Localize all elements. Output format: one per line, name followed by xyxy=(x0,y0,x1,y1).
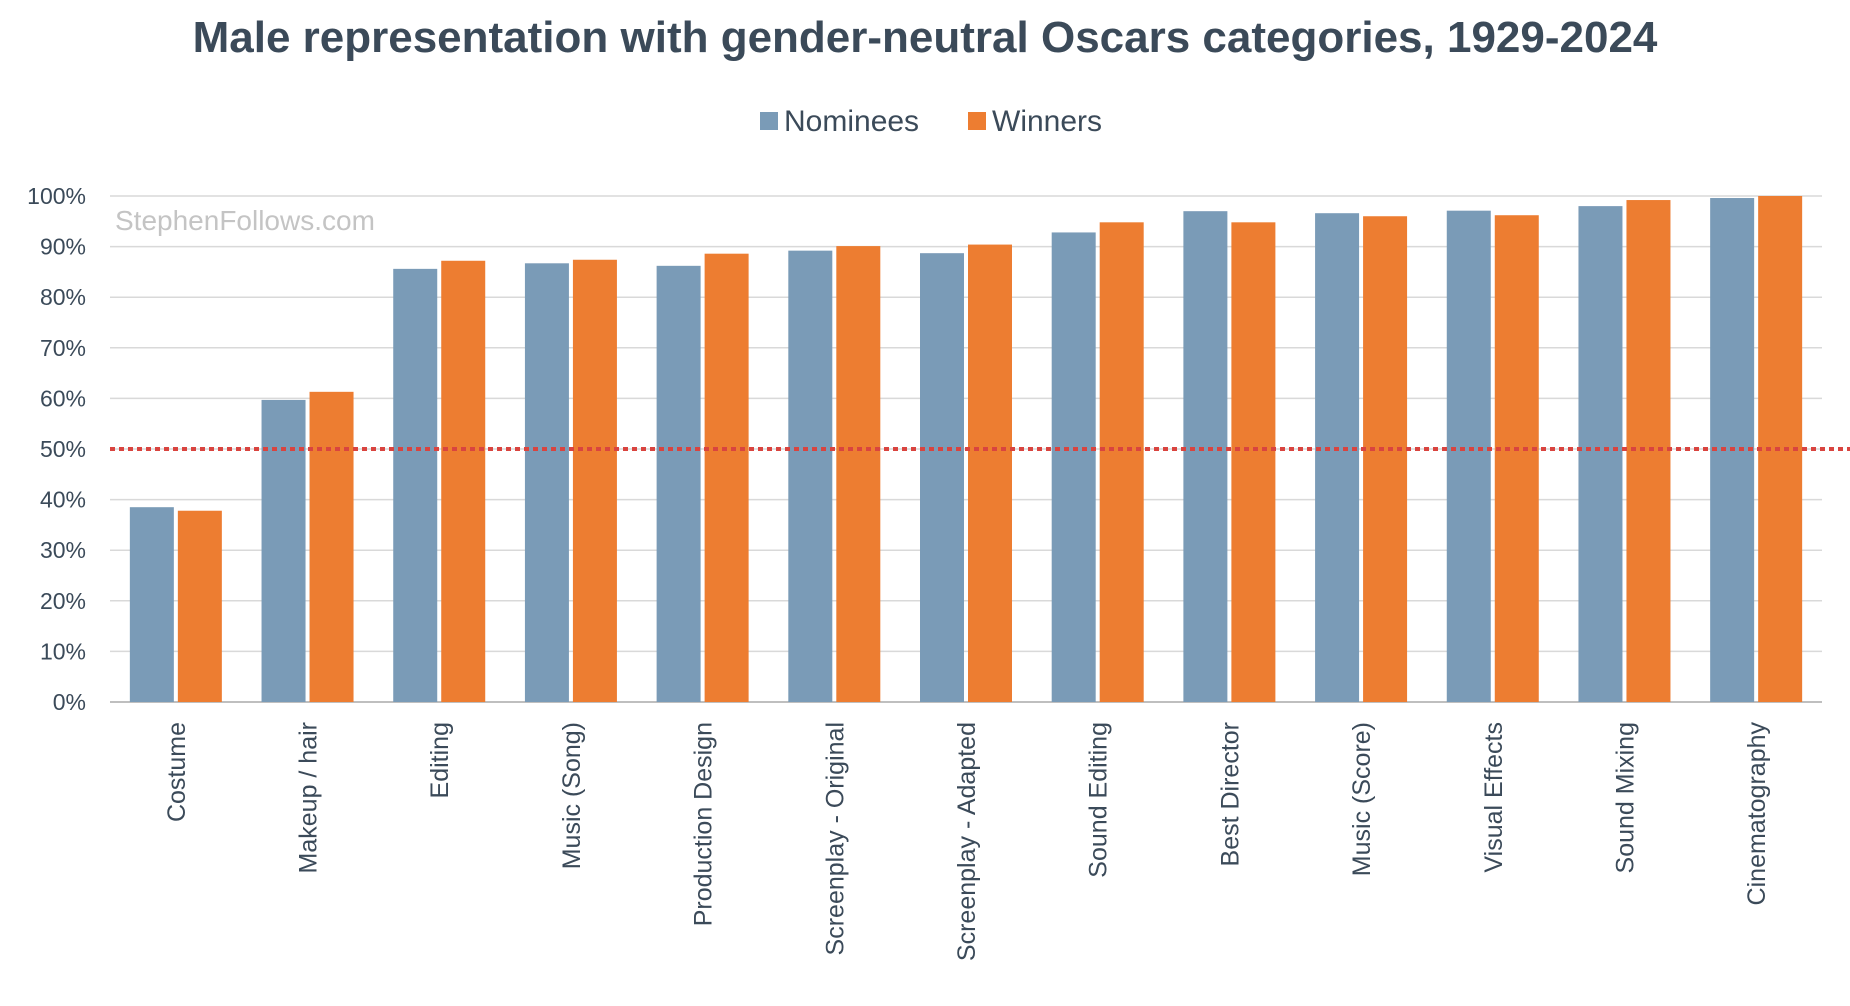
bar-nominees-2 xyxy=(393,268,438,702)
bar-nominees-10 xyxy=(1446,210,1491,702)
bar-winners-5 xyxy=(836,246,881,702)
bar-winners-6 xyxy=(968,244,1012,703)
x-category-label: Sound Editing xyxy=(1085,722,1113,878)
x-category-label: Music (Song) xyxy=(558,722,586,869)
y-tick-label: 90% xyxy=(40,234,86,260)
bar-nominees-4 xyxy=(656,265,701,702)
x-category-label: Production Design xyxy=(690,722,718,926)
x-axis: Costume Makeup / hair Editing Music (Song) P… xyxy=(163,722,1771,962)
x-category-label: Makeup / hair xyxy=(295,722,323,873)
bar-nominees-7 xyxy=(1051,232,1096,702)
y-tick-label: 50% xyxy=(40,436,86,462)
bar-nominees-3 xyxy=(524,263,569,702)
bar-winners-7 xyxy=(1099,222,1144,702)
y-tick-label: 20% xyxy=(40,588,86,614)
bar-winners-2 xyxy=(441,260,486,702)
bar-nominees-9 xyxy=(1315,213,1360,703)
x-category-label: Editing xyxy=(426,722,454,798)
bar-winners-3 xyxy=(572,259,617,702)
y-tick-label: 0% xyxy=(53,689,86,715)
legend-label-nominees: Nominees xyxy=(784,105,919,138)
x-category-label: Cinematography xyxy=(1743,722,1771,906)
y-tick-label: 10% xyxy=(40,638,86,664)
y-axis: 0% 10% 20% 30% 40% 50% 60% 70% 80% 90% 100% xyxy=(27,183,86,715)
bar-winners-4 xyxy=(704,253,749,702)
legend-swatch-nominees xyxy=(760,112,778,130)
y-tick-label: 40% xyxy=(40,487,86,513)
bar-winners-9 xyxy=(1363,216,1408,703)
bar-nominees-0 xyxy=(129,507,174,702)
x-category-label: Best Director xyxy=(1216,722,1244,866)
bar-nominees-6 xyxy=(920,253,964,703)
bar-nominees-1 xyxy=(261,399,306,702)
x-category-label: Costume xyxy=(163,722,191,822)
bar-winners-8 xyxy=(1231,222,1276,702)
bar-winners-1 xyxy=(309,391,354,702)
legend-label-winners: Winners xyxy=(992,105,1102,138)
bar-winners-11 xyxy=(1626,200,1671,702)
legend-swatch-winners xyxy=(968,112,986,130)
chart-title: Male representation with gender-neutral … xyxy=(193,13,1658,62)
bar-nominees-11 xyxy=(1578,206,1623,702)
x-category-label: Sound Mixing xyxy=(1611,722,1639,873)
bars xyxy=(129,196,1803,703)
x-category-label: Visual Effects xyxy=(1480,722,1508,873)
y-tick-label: 60% xyxy=(40,385,86,411)
x-category-label: Screenplay - Adapted xyxy=(953,722,981,961)
x-category-label: Screenplay - Original xyxy=(821,722,849,955)
y-tick-label: 100% xyxy=(27,183,86,209)
y-tick-label: 70% xyxy=(40,335,86,361)
x-category-label: Music (Score) xyxy=(1348,722,1376,876)
bar-nominees-8 xyxy=(1183,211,1228,702)
y-tick-label: 80% xyxy=(40,284,86,310)
bar-nominees-5 xyxy=(788,250,833,702)
y-tick-label: 30% xyxy=(40,537,86,563)
legend: Nominees Winners xyxy=(760,105,1102,138)
bar-winners-0 xyxy=(177,510,222,702)
bar-winners-10 xyxy=(1494,215,1539,702)
watermark: StephenFollows.com xyxy=(115,205,375,236)
